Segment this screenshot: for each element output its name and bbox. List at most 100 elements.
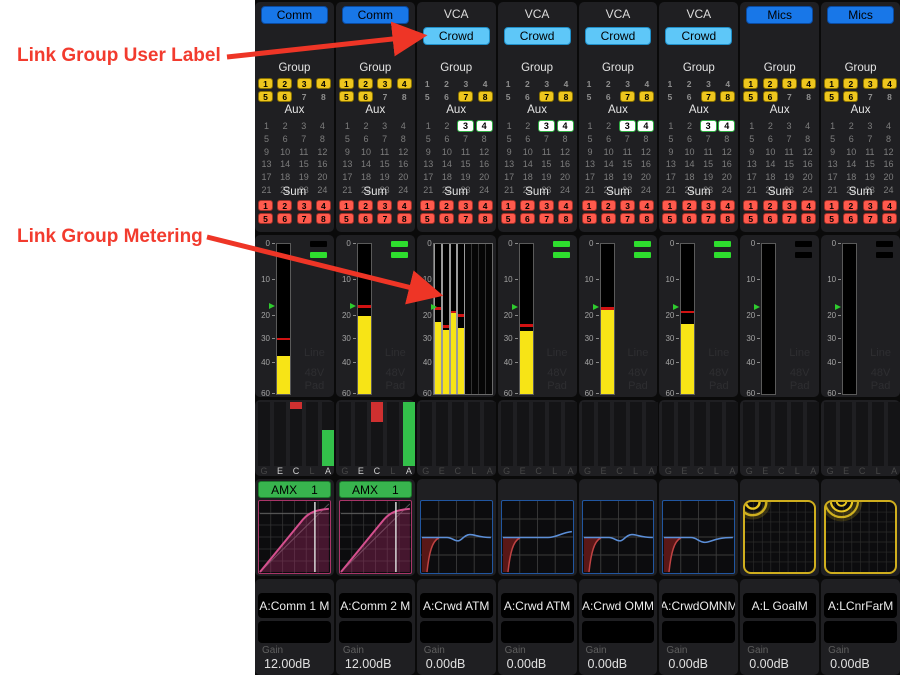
compressor-curve-display[interactable] (338, 500, 412, 574)
meter-scale-tick (757, 279, 761, 280)
automix-group-button[interactable]: AMX 1 (338, 481, 412, 498)
graph-section (659, 479, 739, 576)
group-badge-5: 5 (586, 91, 592, 102)
aux-cell-7: 7 (382, 133, 388, 144)
aux-cell-16: 16 (883, 159, 894, 170)
channel-name[interactable]: A:LCnrFarM (824, 593, 897, 618)
channel-name[interactable]: A:Crwd ATM (419, 593, 493, 618)
aux-row: 5 6 7 8 (662, 133, 735, 145)
automix-group-number: 1 (311, 482, 318, 497)
eq-curve-display[interactable] (662, 500, 736, 574)
aux-cell-10: 10 (846, 146, 857, 157)
sum-badge-6: 6 (681, 213, 697, 224)
group-badge-3: 3 (625, 78, 630, 89)
meter-scale-tick (757, 243, 761, 244)
channel-name[interactable]: A:Crwd OMM (581, 593, 655, 618)
link-group-user-label-button[interactable]: Crowd (584, 27, 652, 45)
aux-cell-19: 19 (379, 172, 390, 183)
aux-cell-11: 11 (541, 146, 552, 157)
link-meter-bar-7 (479, 244, 486, 394)
aux-cell-9: 9 (668, 146, 674, 157)
link-meter-bar-5 (465, 244, 473, 394)
aux-cell-7: 7 (462, 133, 468, 144)
channel-name[interactable]: A:Crwd ATM (500, 593, 574, 618)
meter-scale-label: 0 (669, 239, 675, 248)
meter-scale-label: 60 (261, 389, 270, 398)
aux-cell-21: 21 (665, 185, 676, 195)
sum-badge-6: 6 (519, 213, 535, 224)
automix-group-button[interactable]: AMX 1 (258, 481, 331, 498)
group-badge-6: 6 (277, 91, 293, 102)
aux-cell-17: 17 (827, 172, 838, 183)
group-badge-1: 1 (338, 78, 354, 89)
channel-type-button[interactable]: Comm (261, 6, 328, 24)
eq-curve-display[interactable] (500, 500, 574, 574)
dyn-meter-G (824, 402, 837, 466)
link-group-user-label-button[interactable]: Crowd (503, 27, 571, 45)
aux-cell-16: 16 (721, 159, 732, 170)
channel-type-button[interactable]: Mics (746, 6, 814, 24)
aux-row: 1 2 3 4 (824, 120, 897, 132)
name-gain-section: A:L GoalM Gain 0.00dB (740, 579, 820, 675)
spatial-display[interactable] (824, 500, 897, 574)
group-badge-7: 7 (382, 91, 388, 102)
group-section-label: Group (601, 62, 634, 74)
eq-curve-display[interactable] (419, 500, 493, 574)
aux-cell-23: 23 (379, 185, 390, 195)
dyn-letter-L: L (471, 466, 477, 476)
compressor-curve-display[interactable] (258, 500, 331, 574)
group-badge-2: 2 (605, 78, 611, 89)
dyn-letter-G: G (503, 466, 511, 476)
aux-cell-20: 20 (398, 172, 409, 183)
link-group-meter (432, 243, 493, 395)
group-badge-3: 3 (296, 78, 312, 89)
group-badge-6: 6 (525, 91, 530, 102)
dyn-meter-A (564, 402, 577, 466)
spatial-display[interactable] (743, 500, 817, 574)
group-badge-8: 8 (558, 91, 574, 102)
meter-scale-tick (838, 338, 842, 339)
meter-scale-tick (352, 393, 356, 394)
aux-cell-2: 2 (525, 121, 531, 131)
gain-label: Gain (342, 645, 364, 656)
link-group-user-label-button[interactable]: Crowd (422, 27, 490, 45)
meter-scale-tick (514, 362, 518, 363)
aux-cell-10: 10 (360, 146, 371, 157)
channel-name[interactable]: A:CrwdOMNM (662, 593, 736, 618)
channel-name[interactable]: A:L GoalM (743, 593, 817, 618)
aux-cell-17: 17 (342, 172, 353, 183)
meter-scale-label: 10 (261, 275, 270, 284)
status-led-2 (795, 252, 813, 258)
aux-cell-1: 1 (425, 121, 431, 131)
sum-badge-4: 4 (315, 200, 331, 211)
aux-cell-11: 11 (703, 146, 713, 157)
group-badge-6: 6 (843, 91, 859, 102)
meter-scale-label: 30 (341, 334, 351, 343)
aux-row: 21 22 23 24 (743, 184, 816, 196)
channel-name[interactable]: A:Comm 1 M (258, 593, 331, 618)
group-badge-8: 8 (477, 91, 493, 102)
aux-row: 1 2 3 4 (258, 120, 331, 132)
link-group-user-label-button[interactable]: Crowd (665, 27, 733, 45)
aux-cell-9: 9 (749, 146, 755, 157)
aux-cell-2: 2 (686, 121, 692, 131)
sum-badge-8: 8 (396, 213, 412, 224)
name-gain-section: A:Crwd ATM Gain 0.00dB (497, 579, 577, 675)
channel-type-button[interactable]: Mics (827, 6, 894, 24)
channel-name[interactable]: A:Comm 2 M (338, 593, 412, 618)
eq-curve-display[interactable] (581, 500, 655, 574)
sum-badge-4: 4 (801, 200, 817, 211)
group-badge-7: 7 (458, 91, 474, 102)
group-badge-4: 4 (644, 78, 650, 89)
aux-cell-5: 5 (749, 133, 755, 144)
sum-badge-1: 1 (743, 200, 759, 211)
meter-scale-label: 40 (261, 358, 270, 367)
dyn-letter-E: E (276, 466, 283, 476)
channel-type-button[interactable]: Comm (341, 6, 409, 24)
